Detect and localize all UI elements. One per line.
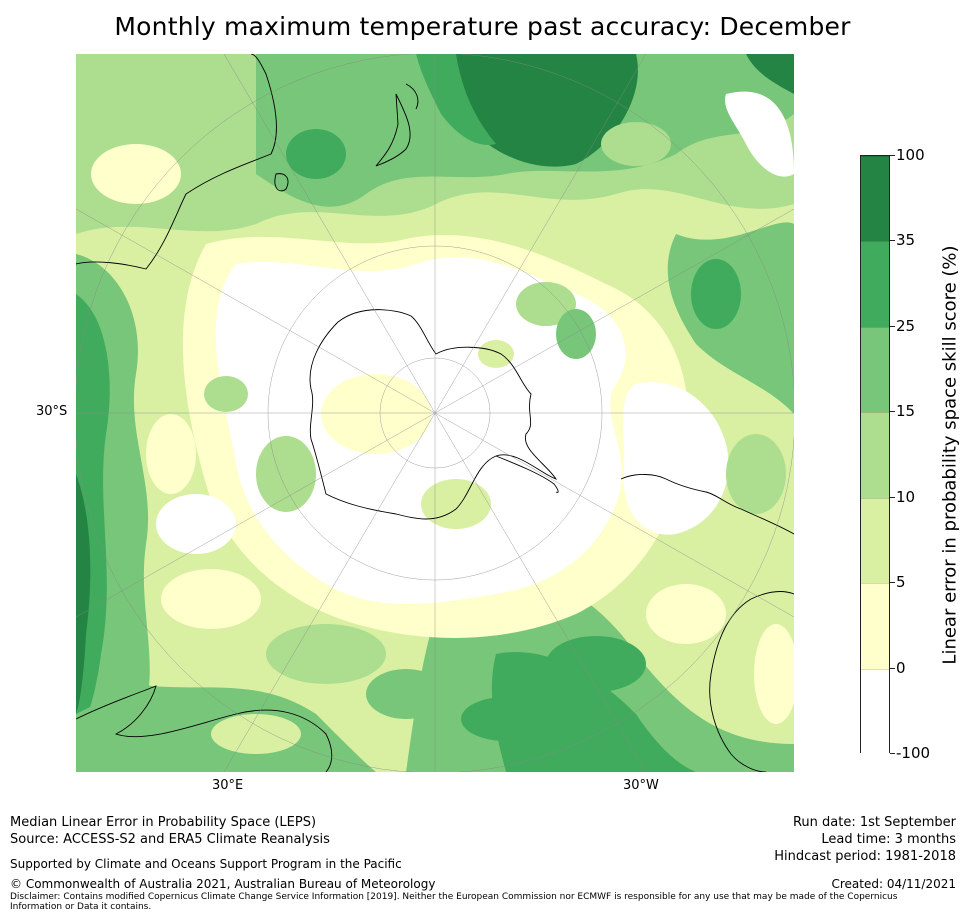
disclaimer: Disclaimer: Contains modified Copernicus… [10, 892, 898, 912]
colorbar-tick [890, 325, 895, 327]
skill-texture [91, 104, 794, 754]
skill-region [623, 382, 729, 535]
footer-right: Run date: 1st September Lead time: 3 mon… [774, 814, 956, 865]
chart-title: Monthly maximum temperature past accurac… [114, 12, 851, 41]
colorbar-segment [861, 412, 889, 498]
longitude-label-west: 30°W [623, 778, 659, 793]
hindcast-period: Hindcast period: 1981-2018 [774, 849, 956, 864]
colorbar-tick [890, 155, 895, 156]
colorbar-segment [861, 241, 889, 327]
colorbar-label: Linear error in probability space skill … [939, 245, 961, 665]
polar-skill-map [76, 54, 794, 772]
colorbar-tick [890, 667, 895, 669]
colorbar-tick-label: 10 [896, 487, 916, 506]
colorbar-segment [861, 326, 889, 413]
footer-left: Median Linear Error in Probability Space… [10, 814, 330, 848]
run-date: Run date: 1st September [792, 815, 956, 830]
colorbar [860, 155, 890, 754]
lead-time: Lead time: 3 months [821, 832, 956, 847]
colorbar-segment [861, 497, 889, 584]
longitude-label-east: 30°E [212, 778, 244, 793]
australia-coastline [76, 54, 277, 270]
colorbar-tick-label: 25 [896, 316, 916, 335]
tasmania-coastline [274, 173, 289, 192]
created-date: Created: 04/11/2021 [831, 877, 956, 891]
colorbar-segment [861, 583, 889, 669]
africa-coastline [76, 685, 333, 772]
colorbar-segment [861, 156, 889, 242]
latitude-label: 30°S [36, 404, 68, 419]
supported-by: Supported by Climate and Oceans Support … [10, 857, 402, 871]
colorbar-tick-label: 5 [896, 573, 906, 592]
south-america-coastline [620, 474, 794, 535]
colorbar-tick-label: -100 [896, 744, 931, 762]
colorbar-tick [890, 582, 895, 584]
footer-method: Median Linear Error in Probability Space… [10, 815, 317, 830]
new-zealand-coastline [375, 93, 411, 167]
colorbar-tick-label: 100 [896, 146, 925, 164]
colorbar-tick-label: 0 [896, 658, 906, 677]
skill-region [416, 54, 496, 145]
antarctic-peninsula [495, 455, 559, 493]
footer-source: Source: ACCESS-S2 and ERA5 Climate Reana… [10, 832, 330, 847]
colorbar-tick-label: 35 [896, 231, 916, 250]
colorbar-tick [890, 753, 895, 754]
skill-region [746, 54, 794, 94]
colorbar-tick [890, 411, 895, 413]
south-america-coastline [709, 591, 794, 772]
colorbar-segment [861, 668, 889, 754]
skill-region [491, 652, 696, 772]
colorbar-tick [890, 240, 895, 242]
skill-region [725, 91, 794, 177]
antarctica-coastline [309, 309, 558, 520]
skill-region [76, 474, 91, 714]
copyright: © Commonwealth of Australia 2021, Austra… [10, 877, 436, 891]
colorbar-tick [890, 496, 895, 498]
map-svg [76, 54, 794, 772]
colorbar-tick-label: 15 [896, 402, 916, 421]
graticule [76, 54, 794, 772]
new-zealand-coastline [405, 83, 419, 110]
